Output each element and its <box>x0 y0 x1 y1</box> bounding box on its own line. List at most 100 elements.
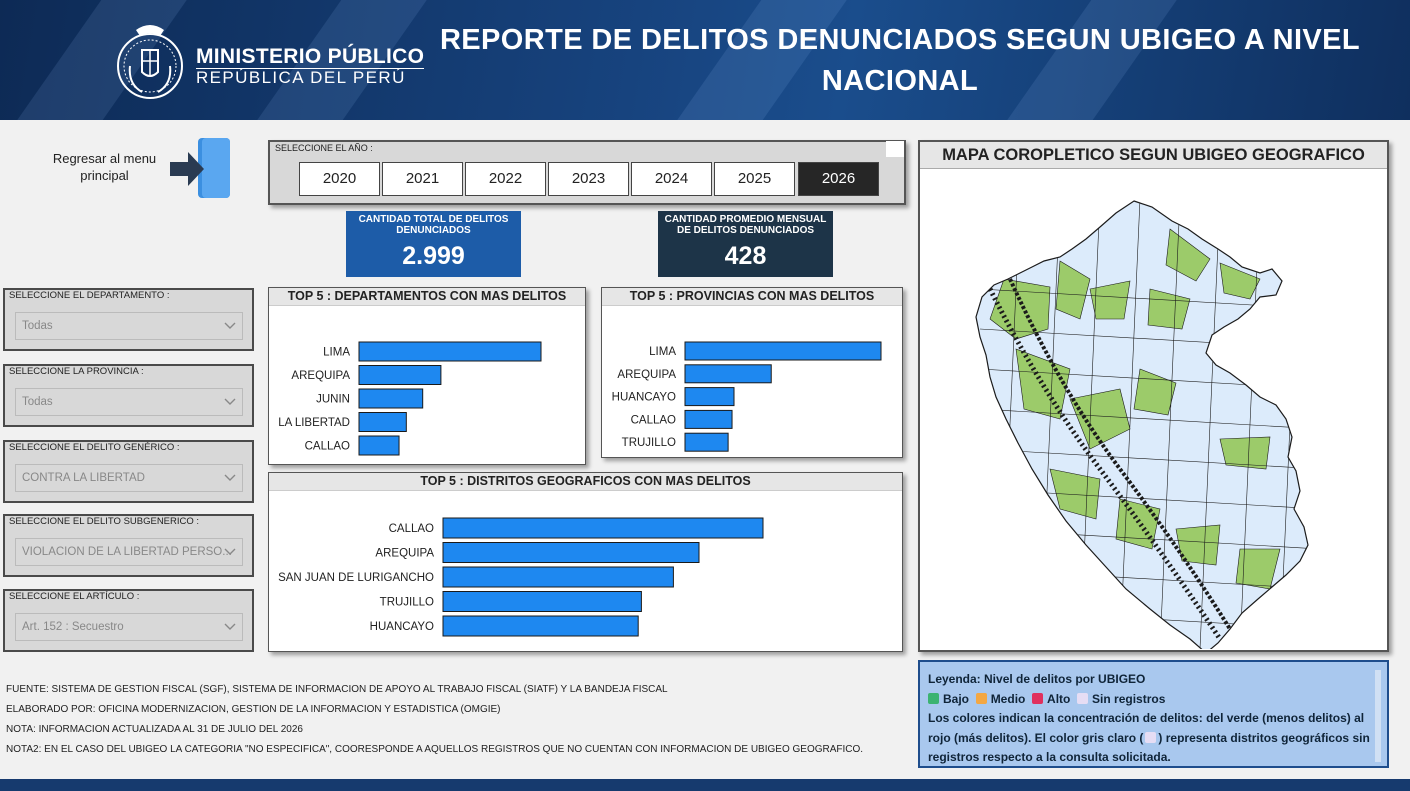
bar[interactable] <box>442 517 764 539</box>
departamento-dropdown[interactable]: Todas <box>15 312 243 340</box>
chart-distritos-title: TOP 5 : DISTRITOS GEOGRAFICOS CON MAS DE… <box>269 473 902 491</box>
legend-heading: Leyenda: Nivel de delitos por UBIGEO <box>928 672 1146 686</box>
kpi-average-card: CANTIDAD PROMEDIO MENSUAL DE DELITOS DEN… <box>658 211 833 277</box>
legend-label-bajo: Bajo <box>943 691 970 706</box>
kpi-average-label: CANTIDAD PROMEDIO MENSUAL DE DELITOS DEN… <box>664 214 827 236</box>
year-option-2026[interactable]: 2026 <box>798 162 879 196</box>
bar-label: HUANCAYO <box>370 621 434 633</box>
bar[interactable] <box>684 364 772 384</box>
map-title: MAPA COROPLETICO SEGUN UBIGEO GEOGRAFICO <box>920 142 1387 169</box>
filter-articulo-label: SELECCIONE EL ARTÍCULO : <box>9 591 140 602</box>
bar[interactable] <box>358 365 442 385</box>
year-option-2022[interactable]: 2022 <box>465 162 546 196</box>
bar-label: TRUJILLO <box>380 597 434 609</box>
legend-swatch-sin-registros <box>1077 692 1089 704</box>
ministry-line2: REPÚBLICA DEL PERÚ <box>196 68 425 87</box>
bar[interactable] <box>442 566 674 588</box>
ministry-line1: MINISTERIO PÚBLICO <box>196 45 425 68</box>
bar[interactable] <box>442 591 642 612</box>
filter-delito-subgenerico: SELECCIONE EL DELITO SUBGENERICO : VIOLA… <box>3 514 254 577</box>
delito-subgenerico-dropdown[interactable]: VIOLACION DE LA LIBERTAD PERSO... <box>15 538 243 566</box>
bar[interactable] <box>684 341 882 361</box>
chart-distritos: TOP 5 : DISTRITOS GEOGRAFICOS CON MAS DE… <box>268 472 903 652</box>
bar-label: HUANCAYO <box>612 392 676 404</box>
articulo-dropdown[interactable]: Art. 152 : Secuestro <box>15 613 243 641</box>
legend-items: Bajo Medio Alto Sin registros <box>928 690 1373 710</box>
year-option-2021[interactable]: 2021 <box>382 162 463 196</box>
filter-departamento-label: SELECCIONE EL DEPARTAMENTO : <box>9 290 170 301</box>
legend-label-medio: Medio <box>990 691 1026 706</box>
chevron-down-icon <box>224 474 236 481</box>
legend-text-part2: ) representa distritos geográficos sin r… <box>928 730 1370 765</box>
year-option-2020[interactable]: 2020 <box>299 162 380 196</box>
bar[interactable] <box>442 615 639 637</box>
articulo-value: Art. 152 : Secuestro <box>22 621 124 633</box>
note-actualizacion: NOTA: INFORMACION ACTUALIZADA AL 31 DE J… <box>6 724 303 735</box>
ministry-name: MINISTERIO PÚBLICO REPÚBLICA DEL PERÚ <box>196 45 425 87</box>
chart-provincias: TOP 5 : PROVINCIAS CON MAS DELITOS LIMA A… <box>601 287 903 458</box>
chart-provincias-title: TOP 5 : PROVINCIAS CON MAS DELITOS <box>602 288 902 306</box>
legend-scrollbar[interactable] <box>1375 670 1381 762</box>
map-legend: Leyenda: Nivel de delitos por UBIGEO Baj… <box>918 660 1389 768</box>
year-option-2024[interactable]: 2024 <box>631 162 712 196</box>
bar[interactable] <box>358 435 400 456</box>
filter-delito-generico-label: SELECCIONE EL DELITO GENÉRICO : <box>9 442 180 453</box>
bar[interactable] <box>684 409 733 429</box>
bar[interactable] <box>358 341 542 362</box>
bar-label: CALLAO <box>631 414 676 426</box>
year-slicer: SELECCIONE EL AÑO : 2020 2021 2022 2023 … <box>268 140 906 205</box>
chart-provincias-svg: LIMA AREQUIPA HUANCAYO CALLAO TRUJILLO <box>612 341 882 452</box>
page-title: REPORTE DE DELITOS DENUNCIADOS SEGUN UBI… <box>439 24 1361 97</box>
chevron-down-icon <box>224 623 236 630</box>
provincia-dropdown[interactable]: Todas <box>15 388 243 416</box>
footnotes: FUENTE: SISTEMA DE GESTION FISCAL (SGF),… <box>6 680 863 760</box>
chevron-down-icon <box>224 548 236 555</box>
ministry-seal-icon <box>117 25 183 99</box>
delito-generico-value: CONTRA LA LIBERTAD <box>22 472 145 484</box>
bar-label: LA LIBERTAD <box>278 417 350 429</box>
bar[interactable] <box>684 387 735 407</box>
legend-swatch-bajo <box>928 692 939 704</box>
back-to-menu-button[interactable]: Regresar al menu principal <box>20 136 240 204</box>
bar-label: CALLAO <box>389 523 434 535</box>
bar-label: AREQUIPA <box>375 548 434 560</box>
legend-label-sin-registros: Sin registros <box>1092 691 1166 706</box>
kpi-total-label: CANTIDAD TOTAL DE DELITOS DENUNCIADOS <box>358 214 509 236</box>
kpi-total-card: CANTIDAD TOTAL DE DELITOS DENUNCIADOS 2.… <box>346 211 521 277</box>
legend-inline-swatch <box>1145 731 1157 743</box>
delito-generico-dropdown[interactable]: CONTRA LA LIBERTAD <box>15 464 243 492</box>
peru-choropleth-map[interactable] <box>920 169 1387 654</box>
note-fuente: FUENTE: SISTEMA DE GESTION FISCAL (SGF),… <box>6 684 668 695</box>
bar-label: JUNIN <box>316 394 350 406</box>
back-button-label: Regresar al menu principal <box>52 151 157 183</box>
kpi-average-value: 428 <box>724 242 767 270</box>
bar[interactable] <box>684 432 729 452</box>
filter-provincia: SELECCIONE LA PROVINCIA : Todas <box>3 364 254 427</box>
enter-arrow-icon <box>170 138 230 198</box>
choropleth-map-panel: MAPA COROPLETICO SEGUN UBIGEO GEOGRAFICO <box>918 140 1389 654</box>
legend-description: Los colores indican la concentración de … <box>928 709 1373 766</box>
chart-departamentos-title: TOP 5 : DEPARTAMENTOS CON MAS DELITOS <box>269 288 585 306</box>
note-ubigeo: NOTA2: EN EL CASO DEL UBIGEO LA CATEGORI… <box>6 744 864 755</box>
bar-label: SAN JUAN DE LURIGANCHO <box>278 572 434 584</box>
legend-text-part1: Los colores indican la concentración de … <box>928 711 1365 745</box>
filter-provincia-label: SELECCIONE LA PROVINCIA : <box>9 366 144 377</box>
bar-label: AREQUIPA <box>617 369 676 381</box>
legend-label-alto: Alto <box>1047 691 1071 706</box>
provincia-value: Todas <box>22 396 53 408</box>
chart-distritos-svg: CALLAO AREQUIPA SAN JUAN DE LURIGANCHO TRUJ… <box>278 517 764 637</box>
bar-label: AREQUIPA <box>291 370 350 382</box>
bar[interactable] <box>358 412 407 432</box>
chevron-down-icon <box>224 398 236 405</box>
bar-label: CALLAO <box>305 441 350 453</box>
bar[interactable] <box>358 388 424 409</box>
filter-delito-subgenerico-label: SELECCIONE EL DELITO SUBGENERICO : <box>9 516 200 527</box>
year-slicer-label: SELECCIONE EL AÑO : <box>275 143 373 153</box>
filter-delito-generico: SELECCIONE EL DELITO GENÉRICO : CONTRA L… <box>3 440 254 503</box>
year-option-2025[interactable]: 2025 <box>714 162 795 196</box>
year-option-2023[interactable]: 2023 <box>548 162 629 196</box>
chevron-down-icon <box>224 322 236 329</box>
bar-label: LIMA <box>323 347 350 359</box>
bar[interactable] <box>442 542 700 563</box>
note-elaborado: ELABORADO POR: OFICINA MODERNIZACION, GE… <box>6 704 501 715</box>
